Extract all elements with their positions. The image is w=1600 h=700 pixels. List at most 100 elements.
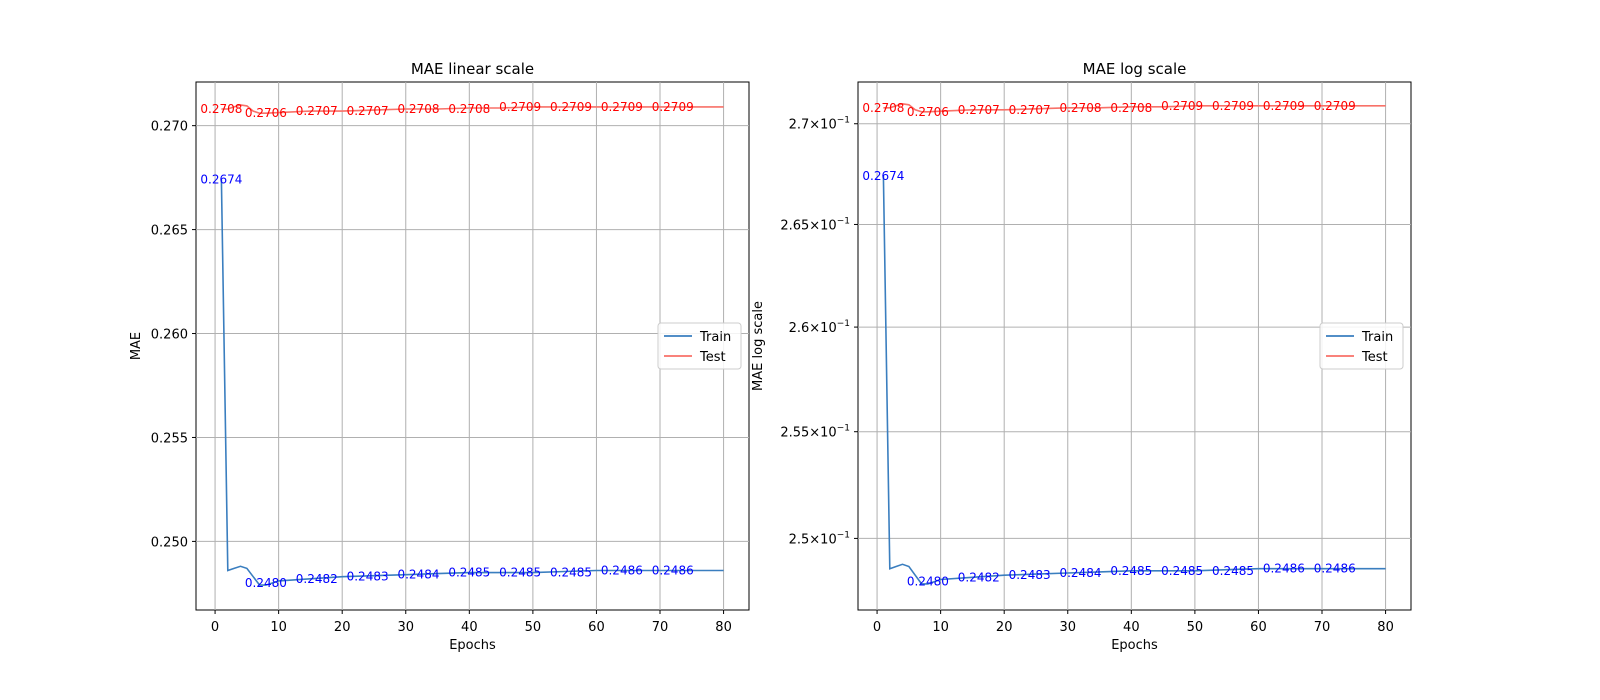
data-label: 0.2708 <box>862 101 904 115</box>
data-label: 0.2674 <box>200 173 242 187</box>
data-label: 0.2709 <box>550 100 592 114</box>
legend-label-test: Test <box>1361 350 1388 365</box>
data-label: 0.2484 <box>397 568 439 582</box>
plot-frame <box>857 81 1412 611</box>
x-ticks: 0 10 20 30 40 50 60 70 80 <box>873 610 1394 635</box>
x-tick-label: 10 <box>270 620 287 635</box>
legend-box <box>1319 322 1404 370</box>
data-label: 0.2709 <box>1314 99 1356 113</box>
y-axis-label: MAE <box>129 332 144 360</box>
legend: Train Test <box>657 322 742 370</box>
series-lines <box>882 102 1386 585</box>
data-label: 0.2485 <box>1212 564 1254 578</box>
x-axis-label: Epochs <box>1111 638 1158 653</box>
data-label: 0.2484 <box>1059 566 1101 580</box>
y-tick-label: 2.65×10−1 <box>780 216 850 233</box>
data-label: 0.2485 <box>1110 564 1152 578</box>
y-axis-label: MAE log scale <box>751 301 766 391</box>
legend-box <box>657 322 742 370</box>
series-line-train <box>220 179 724 586</box>
data-label: 0.2707 <box>347 104 389 118</box>
x-tick-label: 0 <box>873 620 881 635</box>
data-label: 0.2485 <box>550 566 592 580</box>
x-tick-label: 50 <box>525 620 542 635</box>
data-label: 0.2482 <box>296 572 338 586</box>
x-tick-label: 60 <box>588 620 605 635</box>
data-label: 0.2708 <box>1110 101 1152 115</box>
data-label: 0.2709 <box>601 100 643 114</box>
x-tick-label: 40 <box>1123 620 1140 635</box>
x-tick-label: 70 <box>652 620 669 635</box>
y-tick-label: 0.270 <box>151 120 188 135</box>
data-label: 0.2707 <box>958 103 1000 117</box>
y-ticks: 0.250 0.255 0.260 0.265 0.270 <box>151 120 196 550</box>
x-ticks: 0 10 20 30 40 50 60 70 80 <box>211 610 732 635</box>
plot-frame <box>195 81 750 611</box>
x-tick-label: 70 <box>1314 620 1331 635</box>
grid <box>196 82 749 610</box>
y-tick-label: 0.255 <box>151 431 188 446</box>
data-label: 0.2708 <box>1059 101 1101 115</box>
series-lines <box>220 104 724 586</box>
chart-title: MAE log scale <box>1083 60 1187 78</box>
y-tick-label: 0.260 <box>151 328 188 343</box>
y-ticks: 2.5×10−1 2.55×10−1 2.6×10−1 2.65×10−1 2.7×10… <box>780 116 858 547</box>
data-label: 0.2709 <box>499 100 541 114</box>
y-tick-label: 2.7×10−1 <box>789 116 850 133</box>
y-tick-label: 2.6×10−1 <box>789 319 850 336</box>
y-tick-label: 0.265 <box>151 224 188 239</box>
data-label: 0.2709 <box>1161 99 1203 113</box>
grid <box>858 82 1411 610</box>
x-tick-label: 80 <box>1377 620 1394 635</box>
chart-panel-linear: 0.2674 0.2480 0.2482 0.2483 0.2484 0.2485 0.24… <box>129 60 750 653</box>
data-label: 0.2708 <box>448 102 490 116</box>
y-tick-label: 2.55×10−1 <box>780 424 850 441</box>
x-tick-label: 50 <box>1187 620 1204 635</box>
data-label: 0.2483 <box>1009 568 1051 582</box>
x-tick-label: 20 <box>996 620 1013 635</box>
data-label: 0.2709 <box>652 100 694 114</box>
data-label: 0.2709 <box>1212 99 1254 113</box>
data-label: 0.2486 <box>652 564 694 578</box>
x-tick-label: 0 <box>211 620 219 635</box>
x-tick-label: 60 <box>1250 620 1267 635</box>
series-line-test <box>883 102 1386 113</box>
data-label: 0.2708 <box>397 102 439 116</box>
x-tick-label: 10 <box>932 620 949 635</box>
data-label: 0.2485 <box>1161 564 1203 578</box>
data-label: 0.2708 <box>200 102 242 116</box>
data-label: 0.2485 <box>448 566 490 580</box>
x-tick-label: 80 <box>715 620 732 635</box>
chart-panel-log: 0.2674 0.2480 0.2482 0.2483 0.2484 0.2485 0.24… <box>751 60 1412 653</box>
data-label: 0.2480 <box>907 575 949 589</box>
x-tick-label: 20 <box>334 620 351 635</box>
legend: Train Test <box>1319 322 1404 370</box>
data-label: 0.2707 <box>1009 103 1051 117</box>
legend-label-train: Train <box>699 330 731 345</box>
series-line-train <box>882 175 1386 585</box>
data-label: 0.2480 <box>245 576 287 590</box>
data-labels: 0.2674 0.2480 0.2482 0.2483 0.2484 0.2485 0.24… <box>200 100 693 590</box>
x-axis-label: Epochs <box>449 638 496 653</box>
chart-title: MAE linear scale <box>411 60 534 78</box>
y-tick-label: 0.250 <box>151 535 188 550</box>
x-tick-label: 30 <box>397 620 414 635</box>
data-label: 0.2486 <box>601 564 643 578</box>
series-line-test <box>221 104 724 114</box>
data-label: 0.2707 <box>296 104 338 118</box>
data-label: 0.2482 <box>958 570 1000 584</box>
legend-label-test: Test <box>699 350 726 365</box>
data-label: 0.2674 <box>862 169 904 183</box>
data-label: 0.2486 <box>1314 562 1356 576</box>
data-label: 0.2483 <box>347 570 389 584</box>
x-tick-label: 40 <box>461 620 478 635</box>
legend-label-train: Train <box>1361 330 1393 345</box>
data-label: 0.2709 <box>1263 99 1305 113</box>
x-tick-label: 30 <box>1059 620 1076 635</box>
data-label: 0.2485 <box>499 566 541 580</box>
data-label: 0.2706 <box>245 106 287 120</box>
data-labels: 0.2674 0.2480 0.2482 0.2483 0.2484 0.2485 0.24… <box>862 99 1355 589</box>
data-label: 0.2706 <box>907 105 949 119</box>
data-label: 0.2486 <box>1263 562 1305 576</box>
